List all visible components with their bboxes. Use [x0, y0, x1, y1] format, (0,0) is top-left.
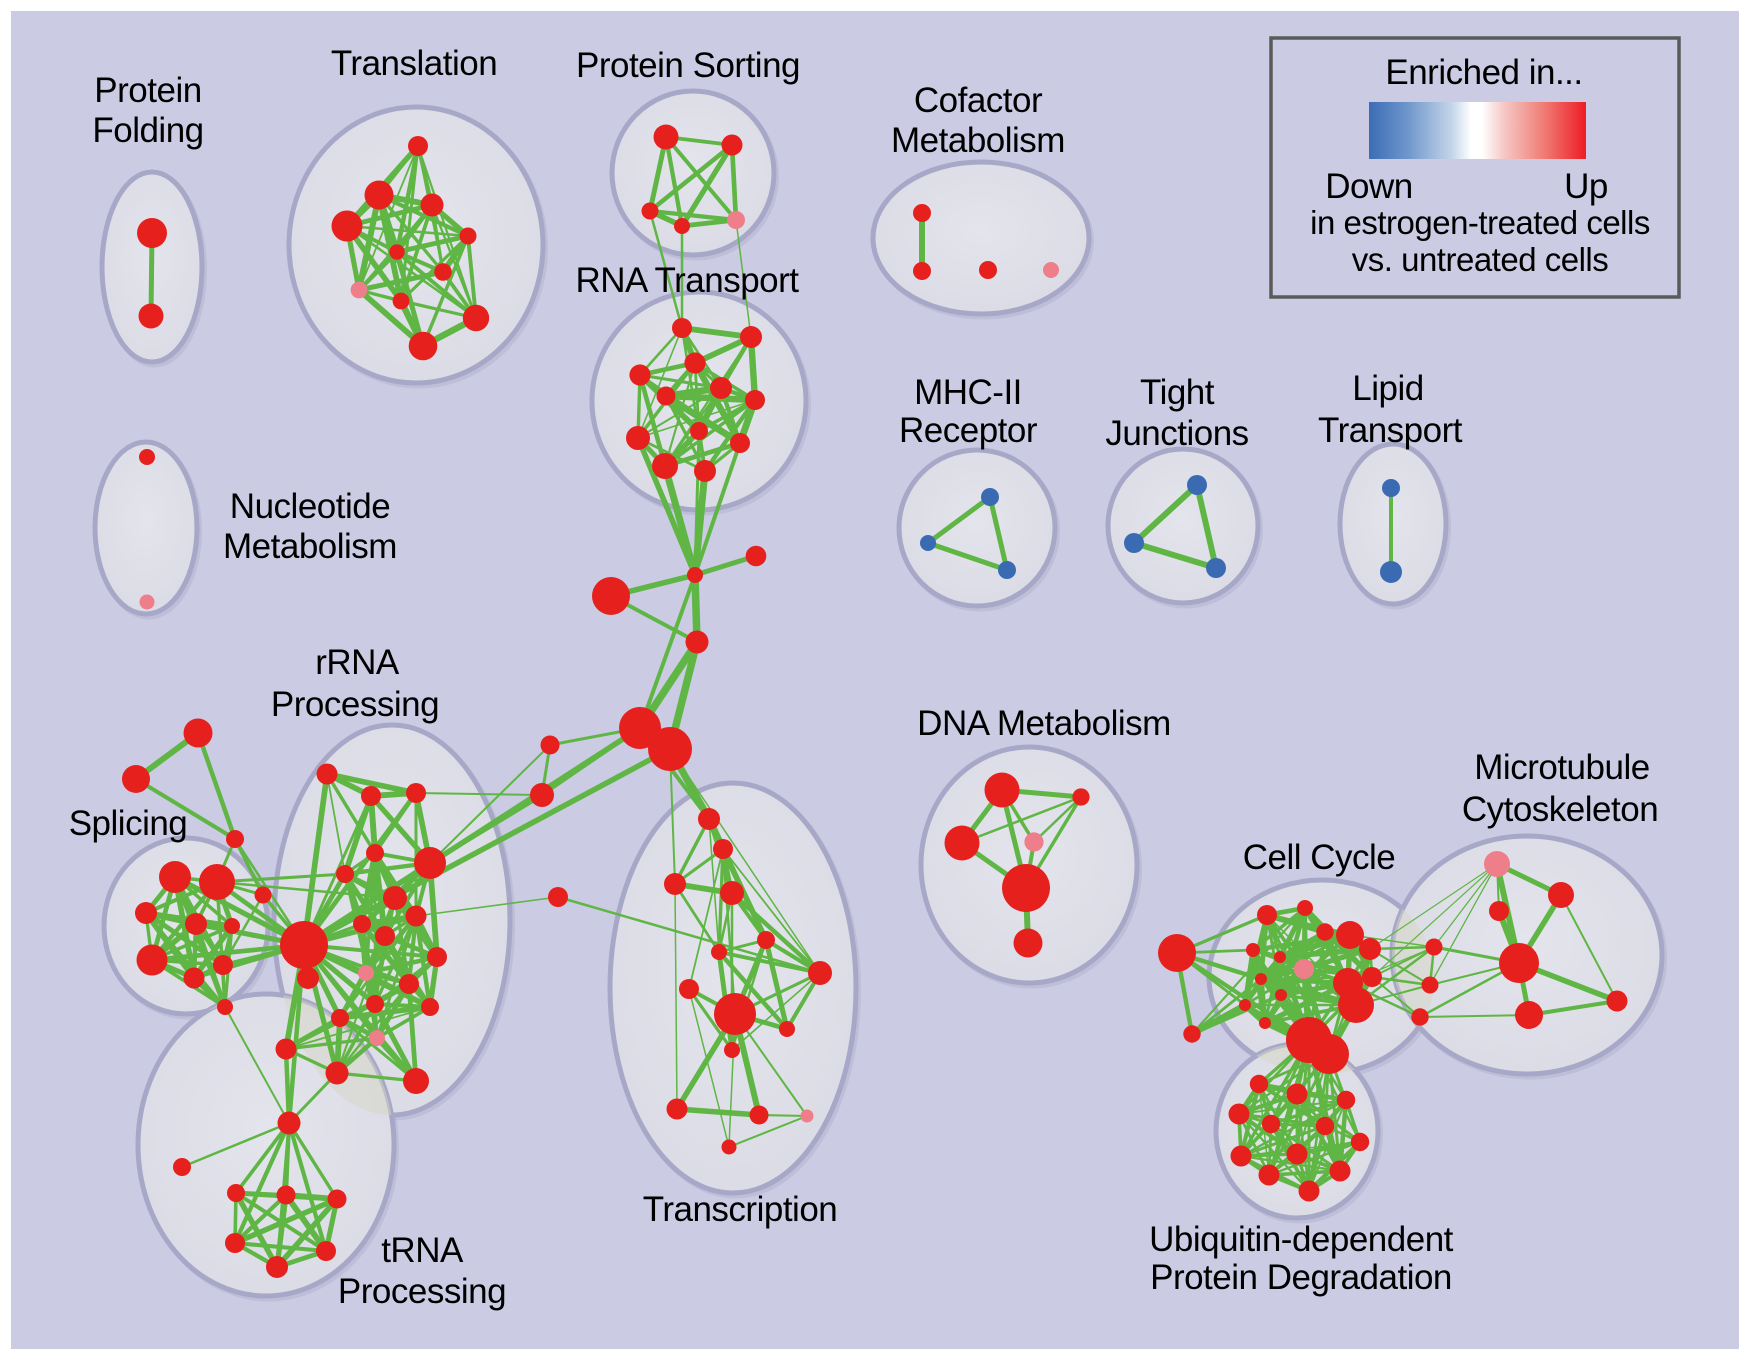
svg-text:Nucleotide: Nucleotide [230, 487, 390, 526]
svg-text:DNA Metabolism: DNA Metabolism [917, 704, 1171, 743]
svg-text:Transcription: Transcription [643, 1190, 838, 1229]
svg-text:Down: Down [1325, 167, 1412, 206]
svg-text:Protein Degradation: Protein Degradation [1150, 1258, 1452, 1297]
svg-text:Ubiquitin-dependent: Ubiquitin-dependent [1149, 1220, 1454, 1259]
svg-text:Up: Up [1564, 167, 1608, 206]
svg-text:Folding: Folding [92, 111, 203, 150]
svg-text:Cell Cycle: Cell Cycle [1243, 838, 1396, 877]
svg-text:vs. untreated cells: vs. untreated cells [1352, 241, 1608, 278]
svg-text:RNA Transport: RNA Transport [575, 261, 799, 300]
svg-text:Processing: Processing [271, 685, 439, 724]
svg-text:MHC-II: MHC-II [914, 373, 1022, 412]
svg-text:Protein Sorting: Protein Sorting [576, 46, 800, 85]
svg-text:Microtubule: Microtubule [1474, 748, 1649, 787]
svg-text:Metabolism: Metabolism [223, 527, 397, 566]
svg-text:Metabolism: Metabolism [891, 121, 1065, 160]
svg-text:in estrogen-treated cells: in estrogen-treated cells [1310, 204, 1650, 241]
svg-text:Tight: Tight [1140, 373, 1215, 412]
svg-text:Cofactor: Cofactor [914, 81, 1043, 120]
svg-text:rRNA: rRNA [315, 643, 400, 682]
svg-text:Lipid: Lipid [1352, 369, 1423, 408]
svg-text:Receptor: Receptor [899, 411, 1038, 450]
svg-text:Transport: Transport [1318, 411, 1463, 450]
svg-text:Processing: Processing [338, 1272, 506, 1311]
svg-text:Translation: Translation [331, 44, 497, 83]
svg-text:Cytoskeleton: Cytoskeleton [1462, 790, 1658, 829]
svg-text:Enriched in...: Enriched in... [1385, 53, 1582, 92]
svg-text:Splicing: Splicing [69, 804, 188, 843]
svg-text:tRNA: tRNA [381, 1231, 464, 1270]
svg-text:Junctions: Junctions [1105, 414, 1248, 453]
svg-text:Protein: Protein [94, 71, 201, 110]
